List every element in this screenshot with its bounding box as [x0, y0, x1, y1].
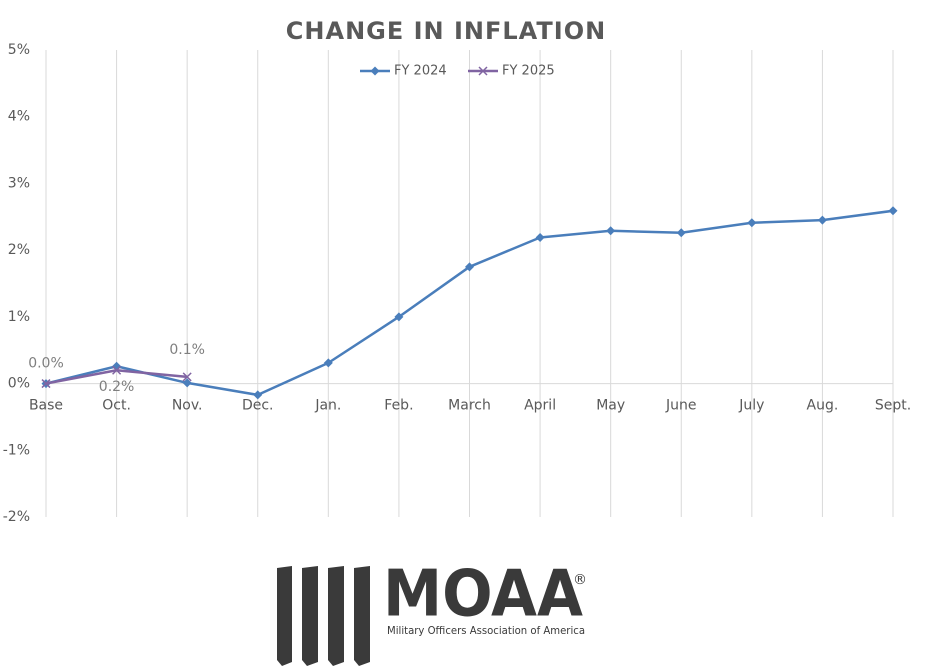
logo-tagline: Military Officers Association of America	[387, 624, 585, 637]
marker	[606, 226, 616, 236]
marker	[888, 206, 898, 216]
logo-bar	[277, 566, 292, 666]
marker	[112, 365, 122, 375]
legend-label: FY 2024	[394, 64, 447, 79]
y-tick-label: 4%	[8, 109, 30, 125]
x-tick-label: Oct.	[102, 398, 131, 414]
y-tick-label: -1%	[3, 442, 30, 458]
marker	[370, 66, 380, 76]
x-tick-label: Dec.	[242, 398, 274, 414]
logo-name: MOAA	[383, 558, 583, 632]
y-tick-label: 3%	[8, 175, 30, 191]
x-tick-label: July	[738, 398, 764, 414]
y-tick-label: -2%	[3, 509, 30, 525]
marker	[41, 379, 51, 389]
marker	[394, 312, 404, 322]
y-tick-label: 1%	[8, 309, 30, 325]
y-tick-label: 5%	[8, 42, 30, 58]
logo-bar	[354, 566, 370, 666]
logo-bar	[302, 566, 318, 666]
marker	[747, 218, 757, 228]
marker	[182, 378, 192, 388]
data-label: 0.0%	[28, 356, 64, 372]
marker	[676, 228, 686, 238]
x-tick-label: June	[665, 398, 697, 414]
x-tick-label: March	[448, 398, 491, 414]
data-label: 0.2%	[99, 379, 135, 395]
marker	[253, 390, 263, 400]
x-tick-label: Jan.	[314, 398, 341, 414]
y-tick-label: 0%	[8, 376, 30, 392]
x-tick-label: Feb.	[384, 398, 413, 414]
logo-bar	[328, 566, 344, 666]
marker	[478, 66, 488, 76]
y-tick-label: 2%	[8, 242, 30, 258]
x-tick-label: Aug.	[807, 398, 839, 414]
x-tick-label: Base	[29, 398, 63, 414]
data-label: 0.1%	[169, 342, 205, 358]
logo-registered: ®	[573, 572, 587, 588]
logo: MOAA ® Military Officers Association of …	[277, 558, 587, 666]
marker	[465, 262, 474, 272]
x-tick-label: Sept.	[875, 398, 911, 414]
x-tick-label: May	[596, 398, 625, 414]
x-tick-label: Nov.	[172, 398, 203, 414]
x-tick-label: April	[524, 398, 556, 414]
marker	[535, 232, 545, 242]
chart-title: CHANGE IN INFLATION	[286, 17, 606, 45]
legend-label: FY 2025	[502, 64, 555, 79]
marker	[817, 215, 827, 225]
marker	[182, 372, 192, 382]
marker	[323, 358, 333, 368]
